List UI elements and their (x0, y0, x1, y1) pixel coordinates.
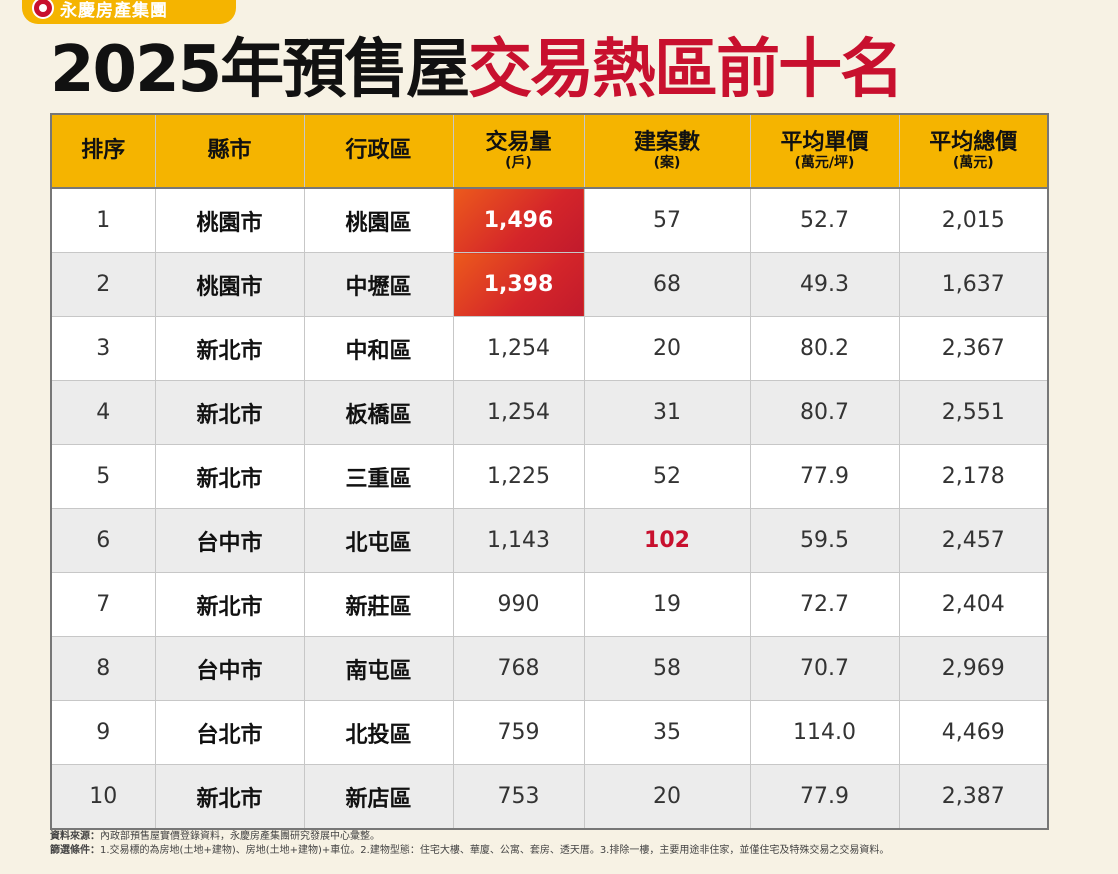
table-header-row: 排序 縣市 行政區 交易量 (戶) 建案數 (案) 平均單價 (萬元/坪) 平均總價(… (51, 114, 1049, 189)
cell-total-price: 2,015 (899, 188, 1049, 253)
cell-district: 南屯區 (304, 636, 454, 701)
cell-rank: 7 (51, 572, 156, 637)
brand-logo-icon (32, 0, 54, 19)
cell-city: 桃園市 (155, 188, 305, 253)
table-row: 6 台中市 北屯區 1,143 102 59.5 2,457 (51, 508, 1049, 573)
cell-district: 板橋區 (304, 380, 454, 445)
cell-total-price: 2,969 (899, 636, 1049, 701)
cell-rank: 2 (51, 252, 156, 317)
cell-city: 台中市 (155, 636, 305, 701)
cell-rank: 4 (51, 380, 156, 445)
cell-projects: 52 (584, 444, 751, 509)
cell-volume: 759 (453, 700, 585, 765)
brand-tab: 永慶房產集團 (22, 0, 236, 24)
table-row: 3 新北市 中和區 1,254 20 80.2 2,367 (51, 316, 1049, 381)
cell-district: 新店區 (304, 764, 454, 830)
cell-volume: 990 (453, 572, 585, 637)
table-row: 8 台中市 南屯區 768 58 70.7 2,969 (51, 636, 1049, 701)
cell-projects: 102 (584, 508, 751, 573)
criteria-note: 篩選條件：1.交易標的為房地(土地+建物)、房地(土地+建物)+車位。2.建物型… (50, 845, 890, 856)
cell-total-price: 1,637 (899, 252, 1049, 317)
cell-total-price: 2,178 (899, 444, 1049, 509)
cell-projects: 58 (584, 636, 751, 701)
cell-rank: 10 (51, 764, 156, 830)
table-row: 10 新北市 新店區 753 20 77.9 2,387 (51, 764, 1049, 830)
header-total-price: 平均總價 (萬元) (899, 114, 1049, 189)
cell-rank: 6 (51, 508, 156, 573)
cell-city: 新北市 (155, 764, 305, 830)
table-row: 9 台北市 北投區 759 35 114.0 4,469 (51, 700, 1049, 765)
cell-district: 中壢區 (304, 252, 454, 317)
cell-total-price: 2,404 (899, 572, 1049, 637)
header-projects: 建案數 (案) (584, 114, 751, 189)
cell-unit-price: 49.3 (750, 252, 900, 317)
cell-district: 桃園區 (304, 188, 454, 253)
table-row: 2 桃園市 中壢區 1,398 68 49.3 1,637 (51, 252, 1049, 317)
highlight-value: 102 (644, 528, 690, 553)
cell-total-price: 2,457 (899, 508, 1049, 573)
cell-rank: 1 (51, 188, 156, 253)
cell-district: 北投區 (304, 700, 454, 765)
cell-total-price: 4,469 (899, 700, 1049, 765)
cell-projects: 31 (584, 380, 751, 445)
cell-city: 新北市 (155, 380, 305, 445)
cell-city: 新北市 (155, 572, 305, 637)
cell-volume: 1,496 (453, 188, 585, 253)
table-row: 1 桃園市 桃園區 1,496 57 52.7 2,015 (51, 188, 1049, 253)
cell-city: 台中市 (155, 508, 305, 573)
cell-volume: 1,398 (453, 252, 585, 317)
cell-projects: 57 (584, 188, 751, 253)
cell-city: 新北市 (155, 316, 305, 381)
cell-district: 新莊區 (304, 572, 454, 637)
header-city: 縣市 (155, 114, 305, 189)
source-note: 資料來源：內政部預售屋實價登錄資料，永慶房產集團研究發展中心彙整。 (50, 831, 380, 842)
header-unit-price: 平均單價 (萬元/坪) (750, 114, 900, 189)
cell-rank: 9 (51, 700, 156, 765)
cell-unit-price: 77.9 (750, 444, 900, 509)
cell-volume: 1,254 (453, 316, 585, 381)
header-volume: 交易量 (戶) (453, 114, 585, 189)
cell-volume: 1,225 (453, 444, 585, 509)
cell-unit-price: 59.5 (750, 508, 900, 573)
page-title: 2025年預售屋交易熱區前十名 (50, 30, 1070, 110)
table-row: 7 新北市 新莊區 990 19 72.7 2,404 (51, 572, 1049, 637)
cell-unit-price: 52.7 (750, 188, 900, 253)
cell-total-price: 2,367 (899, 316, 1049, 381)
cell-city: 桃園市 (155, 252, 305, 317)
cell-projects: 20 (584, 764, 751, 830)
cell-unit-price: 77.9 (750, 764, 900, 830)
cell-projects: 20 (584, 316, 751, 381)
cell-district: 中和區 (304, 316, 454, 381)
cell-total-price: 2,551 (899, 380, 1049, 445)
cell-volume: 1,254 (453, 380, 585, 445)
brand-name: 永慶房產集團 (60, 0, 168, 21)
cell-volume: 768 (453, 636, 585, 701)
cell-rank: 8 (51, 636, 156, 701)
cell-rank: 5 (51, 444, 156, 509)
header-rank: 排序 (51, 114, 156, 189)
ranking-table: 排序 縣市 行政區 交易量 (戶) 建案數 (案) 平均單價 (萬元/坪) 平均總價(… (50, 113, 1049, 830)
cell-rank: 3 (51, 316, 156, 381)
cell-unit-price: 80.7 (750, 380, 900, 445)
cell-district: 三重區 (304, 444, 454, 509)
footnotes: 資料來源：內政部預售屋實價登錄資料，永慶房產集團研究發展中心彙整。 篩選條件：1… (50, 830, 1050, 858)
table-row: 4 新北市 板橋區 1,254 31 80.7 2,551 (51, 380, 1049, 445)
cell-unit-price: 80.2 (750, 316, 900, 381)
title-part-red: 交易熱區前十名 (468, 33, 904, 107)
table-row: 5 新北市 三重區 1,225 52 77.9 2,178 (51, 444, 1049, 509)
cell-volume: 753 (453, 764, 585, 830)
cell-projects: 19 (584, 572, 751, 637)
cell-city: 新北市 (155, 444, 305, 509)
cell-volume: 1,143 (453, 508, 585, 573)
cell-unit-price: 114.0 (750, 700, 900, 765)
cell-total-price: 2,387 (899, 764, 1049, 830)
cell-projects: 68 (584, 252, 751, 317)
cell-district: 北屯區 (304, 508, 454, 573)
cell-projects: 35 (584, 700, 751, 765)
title-part-black: 2025年預售屋 (50, 33, 470, 107)
cell-unit-price: 72.7 (750, 572, 900, 637)
header-district: 行政區 (304, 114, 454, 189)
cell-unit-price: 70.7 (750, 636, 900, 701)
cell-city: 台北市 (155, 700, 305, 765)
